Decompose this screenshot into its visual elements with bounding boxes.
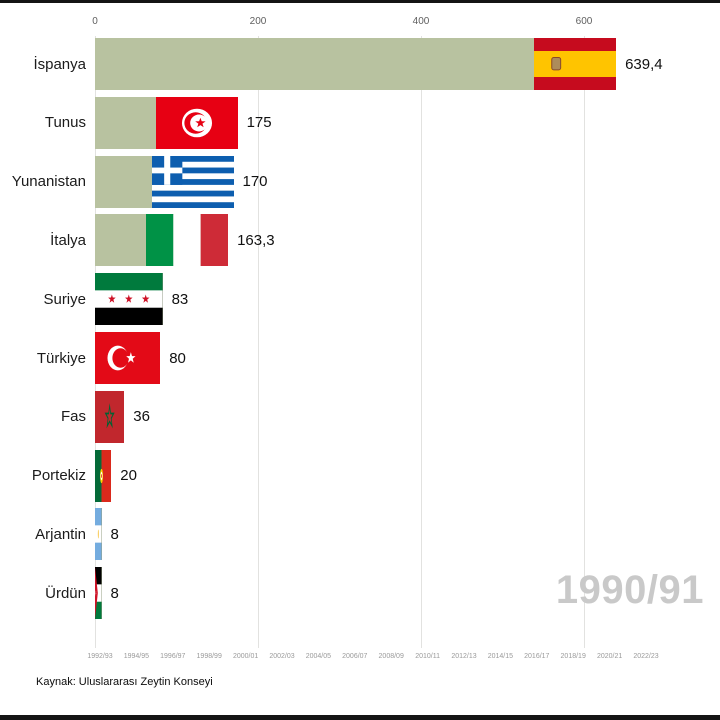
value-label: 20 bbox=[120, 467, 137, 485]
spain-flag-icon bbox=[534, 38, 617, 90]
timeline-tick-label: 2000/01 bbox=[232, 653, 259, 660]
timeline-tick-label: 2014/15 bbox=[487, 653, 514, 660]
letterbox-top bbox=[0, 0, 720, 3]
timeline-tick-label: 2012/13 bbox=[451, 653, 477, 660]
bar-row: İtalya 163,3 bbox=[0, 214, 720, 267]
syria-flag-icon bbox=[95, 273, 163, 326]
timeline-tick-label: 1996/97 bbox=[160, 653, 186, 660]
bar bbox=[95, 155, 234, 208]
timeline-tick-label: 2002/03 bbox=[269, 653, 295, 660]
gridline bbox=[258, 36, 259, 648]
x-axis-tick-label: 400 bbox=[412, 16, 430, 27]
timeline-tick-label: 2018/19 bbox=[560, 653, 586, 660]
bar bbox=[95, 273, 163, 326]
timeline-tick-label: 2022/23 bbox=[633, 653, 659, 660]
argentina-flag-icon bbox=[95, 508, 102, 561]
country-label: Yunanistan bbox=[11, 173, 86, 191]
timeline-tick-label: 1994/95 bbox=[123, 653, 150, 660]
country-label: İspanya bbox=[33, 55, 86, 73]
bar bbox=[95, 214, 229, 267]
bar-row: Tunus 175 bbox=[0, 96, 720, 149]
country-label: Fas bbox=[60, 408, 86, 426]
timeline-tick-label: 1998/99 bbox=[196, 653, 222, 660]
bar bbox=[95, 508, 102, 561]
jordan-flag-icon bbox=[95, 567, 102, 620]
country-label: Tunus bbox=[44, 114, 86, 132]
bar bbox=[95, 38, 617, 90]
country-label: Türkiye bbox=[36, 349, 86, 367]
value-label: 8 bbox=[110, 525, 119, 543]
value-label: 175 bbox=[246, 114, 272, 132]
bar bbox=[95, 449, 112, 502]
x-axis-tick-label: 600 bbox=[575, 16, 593, 27]
value-label: 163,3 bbox=[237, 231, 275, 249]
bar bbox=[95, 96, 238, 149]
country-label: Arjantin bbox=[35, 525, 86, 543]
letterbox-bottom bbox=[0, 715, 720, 720]
x-axis-tick-label: 200 bbox=[249, 16, 267, 27]
gridline bbox=[584, 36, 585, 648]
country-label: Suriye bbox=[43, 290, 86, 308]
timeline-tick-label: 2004/05 bbox=[305, 653, 332, 660]
bar-row: Ürdün 8 bbox=[0, 567, 720, 620]
bar bbox=[95, 332, 161, 384]
bar-row: Portekiz 20 bbox=[0, 449, 720, 502]
timeline-tick-label: 1992/93 bbox=[87, 653, 113, 660]
timeline-tick-label: 2006/07 bbox=[342, 653, 368, 660]
timeline-tick-label: 2016/17 bbox=[524, 653, 550, 660]
timeline-tick-label: 2010/11 bbox=[415, 653, 440, 660]
bar-row: Yunanistan 170 bbox=[0, 155, 720, 208]
greece-flag-icon bbox=[151, 155, 234, 208]
bar-row: Arjantin 8 bbox=[0, 508, 720, 561]
year-watermark: 1990/91 bbox=[555, 568, 704, 612]
tunisia-flag-icon bbox=[155, 96, 238, 149]
value-label: 83 bbox=[171, 290, 189, 308]
italy-flag-icon bbox=[146, 214, 229, 267]
bar-row: İspanya 639,4 bbox=[0, 38, 720, 90]
value-label: 170 bbox=[242, 173, 268, 191]
country-label: Portekiz bbox=[31, 467, 86, 485]
x-axis-tick-label: 0 bbox=[92, 16, 98, 27]
bar-row: Türkiye 80 bbox=[0, 332, 720, 384]
value-label: 36 bbox=[133, 408, 150, 426]
bar-row: Fas 36 bbox=[0, 390, 720, 443]
turkey-flag-icon bbox=[95, 332, 161, 384]
country-label: İtalya bbox=[50, 231, 86, 249]
bar bbox=[95, 390, 125, 443]
country-label: Ürdün bbox=[45, 584, 86, 602]
portugal-flag-icon bbox=[95, 449, 112, 502]
bar-row: Suriye 83 bbox=[0, 273, 720, 326]
source-caption: Kaynak: Uluslararası Zeytin Konseyi bbox=[36, 676, 213, 688]
value-label: 80 bbox=[169, 349, 186, 367]
gridline bbox=[421, 36, 422, 648]
timeline-tick-label: 2008/09 bbox=[378, 653, 404, 660]
value-label: 639,4 bbox=[625, 55, 663, 73]
morocco-flag-icon bbox=[95, 390, 125, 443]
bar bbox=[95, 567, 102, 620]
timeline-tick-label: 2020/21 bbox=[596, 653, 623, 660]
value-label: 8 bbox=[110, 584, 119, 602]
